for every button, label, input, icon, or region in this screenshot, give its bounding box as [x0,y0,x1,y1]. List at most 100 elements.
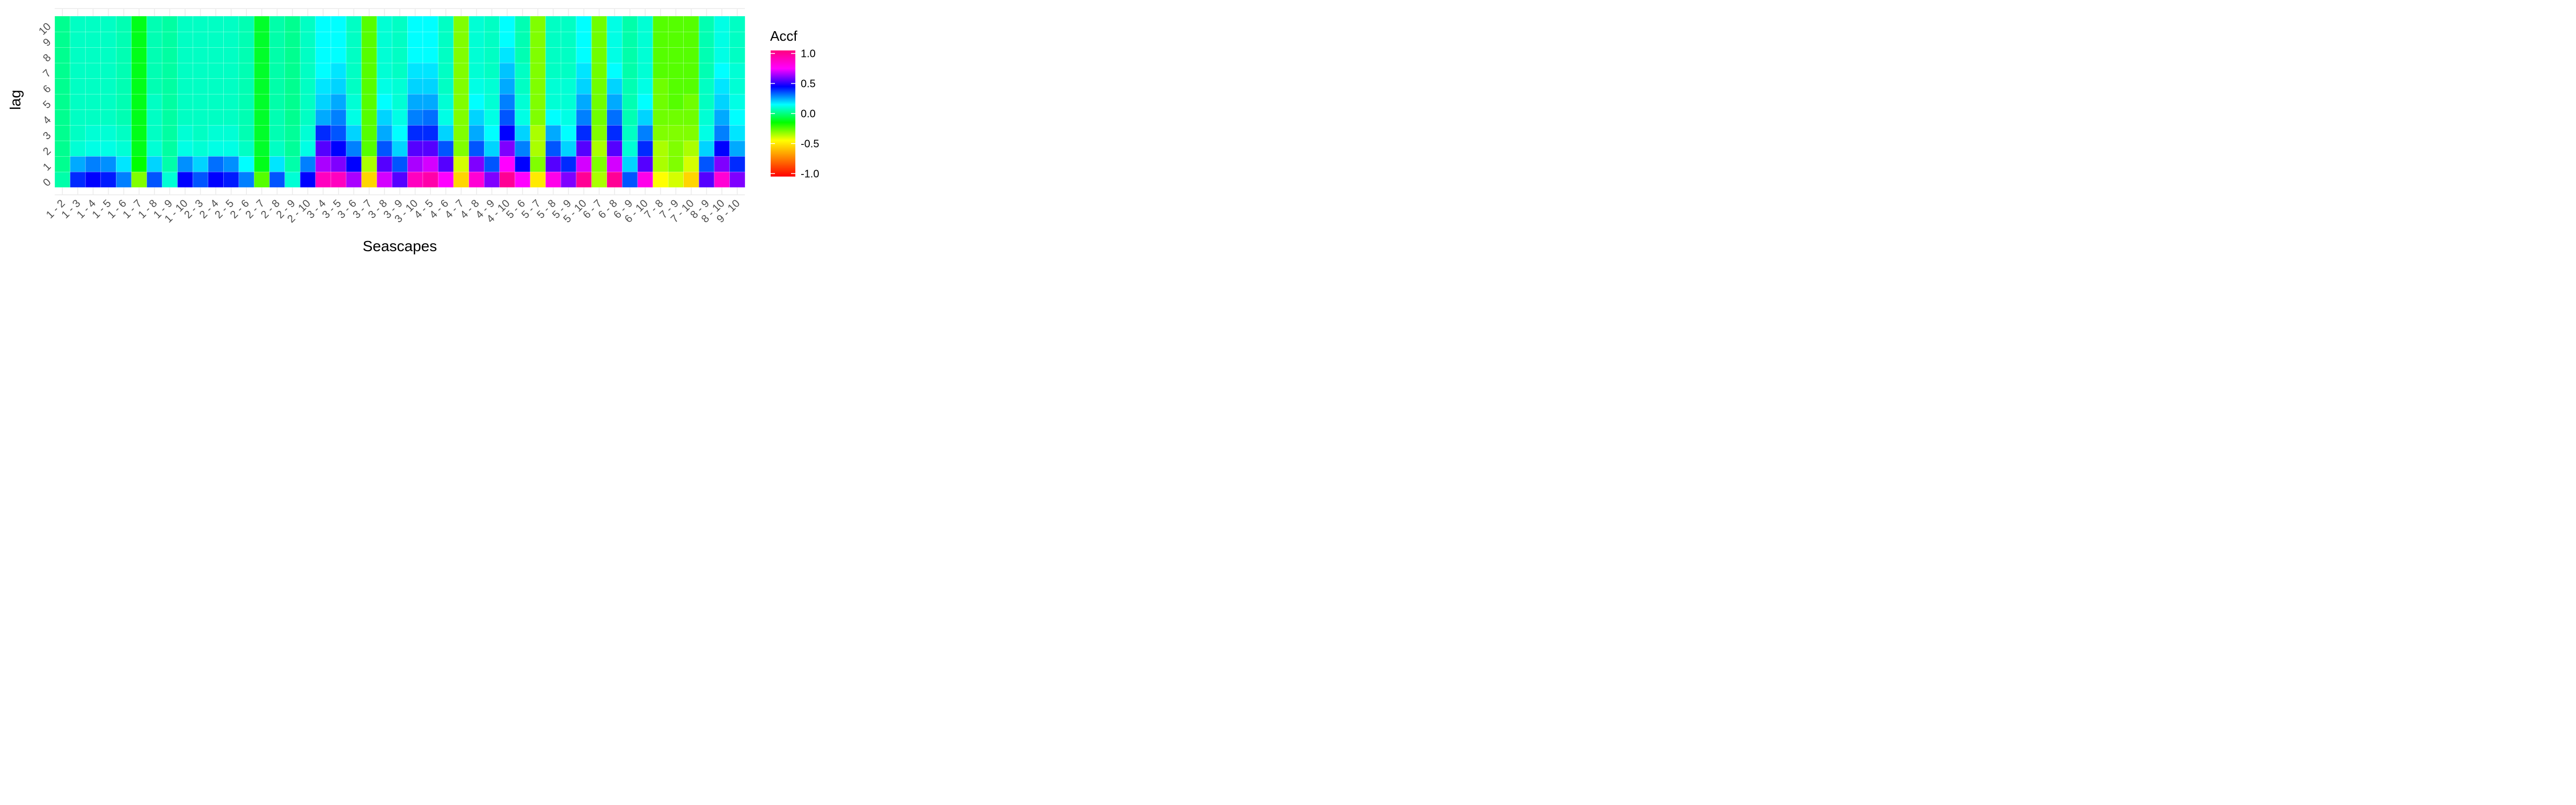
heatmap-cell [591,16,608,32]
heatmap-cell [100,171,116,188]
heatmap-cell [223,31,239,48]
heatmap-cell [606,62,623,79]
heatmap-cell [530,62,546,79]
heatmap-cell [284,31,301,48]
heatmap-cell [147,171,163,188]
heatmap-cell [116,125,132,141]
heatmap-cell [668,16,684,32]
heatmap-cell [545,31,561,48]
heatmap-cell [376,62,393,79]
heatmap-cell [299,156,316,172]
heatmap-cell [576,125,592,141]
heatmap-cell [223,171,239,188]
heatmap-cell [698,93,715,110]
heatmap-cell [637,16,654,32]
heatmap-cell [668,93,684,110]
heatmap-cell [422,62,439,79]
heatmap-cell [254,140,270,157]
heatmap-cell [346,93,362,110]
heatmap-cell [622,62,638,79]
heatmap-cell [54,16,71,32]
heatmap-cell [499,47,515,63]
heatmap-cell [299,93,316,110]
heatmap-cell [361,16,377,32]
heatmap-cell [284,156,301,172]
legend-tick-label: -1.0 [801,168,819,180]
heatmap-cell [85,140,101,157]
heatmap-cell [100,109,116,126]
heatmap-cell [653,47,669,63]
heatmap-cell [70,62,86,79]
heatmap-cell [560,16,577,32]
heatmap-cell [254,93,270,110]
heatmap-cell [698,171,715,188]
heatmap-cell [131,31,148,48]
heatmap-cell [116,16,132,32]
heatmap-cell [85,47,101,63]
heatmap-cell [591,62,608,79]
heatmap-cell [545,156,561,172]
heatmap-cell [177,140,193,157]
heatmap-cell [284,47,301,63]
heatmap-cell [147,125,163,141]
y-tick-label: 8 [41,52,53,64]
heatmap-cell [469,62,485,79]
heatmap-cell [591,109,608,126]
heatmap-cell [70,171,86,188]
heatmap-cell [668,62,684,79]
heatmap-cell [85,16,101,32]
heatmap-cell [438,31,454,48]
heatmap-cell [376,109,393,126]
color-legend: Accf 1.0 0.5 0.0 -0.5 -1.0 [770,28,819,180]
heatmap-cell [284,109,301,126]
y-tick-label: 1 [41,160,53,173]
heatmap-cell [683,109,699,126]
heatmap-cell [530,93,546,110]
heatmap-cell [269,47,286,63]
heatmap-cell [192,93,209,110]
heatmap-cell [331,78,347,94]
heatmap-cell [515,109,531,126]
heatmap-cell [576,140,592,157]
heatmap-cell [192,109,209,126]
heatmap-cell [545,93,561,110]
heatmap-cell [208,93,224,110]
heatmap-cell [177,171,193,188]
heatmap-cell [438,125,454,141]
heatmap-cell [147,140,163,157]
heatmap-cell [147,16,163,32]
heatmap-cell [683,31,699,48]
heatmap-cell [422,16,439,32]
y-tick-label: 9 [41,36,53,48]
heatmap-cell [469,78,485,94]
heatmap-cell [591,78,608,94]
heatmap-cell [453,125,470,141]
heatmap-cell [484,31,500,48]
heatmap-cell [560,140,577,157]
heatmap-cell [422,125,439,141]
heatmap-cell [254,16,270,32]
heatmap-cell [530,109,546,126]
heatmap-cell [346,47,362,63]
heatmap-cell [438,62,454,79]
heatmap-cell [637,171,654,188]
heatmap-cell [70,31,86,48]
heatmap-cell [515,156,531,172]
heatmap-cell [392,62,408,79]
heatmap-cell [484,93,500,110]
heatmap-cell [653,16,669,32]
heatmap-cell [530,156,546,172]
heatmap-cell [361,109,377,126]
heatmap-cell [85,171,101,188]
heatmap-cell [729,62,745,79]
heatmap-cell [515,78,531,94]
heatmap-cell [515,31,531,48]
heatmap-cell [729,47,745,63]
heatmap-cell [147,47,163,63]
heatmap-cell [192,16,209,32]
heatmap-cell [653,140,669,157]
heatmap-cell [714,156,730,172]
heatmap-cell [70,109,86,126]
y-tick-label: 10 [36,20,53,37]
heatmap-cell [530,16,546,32]
